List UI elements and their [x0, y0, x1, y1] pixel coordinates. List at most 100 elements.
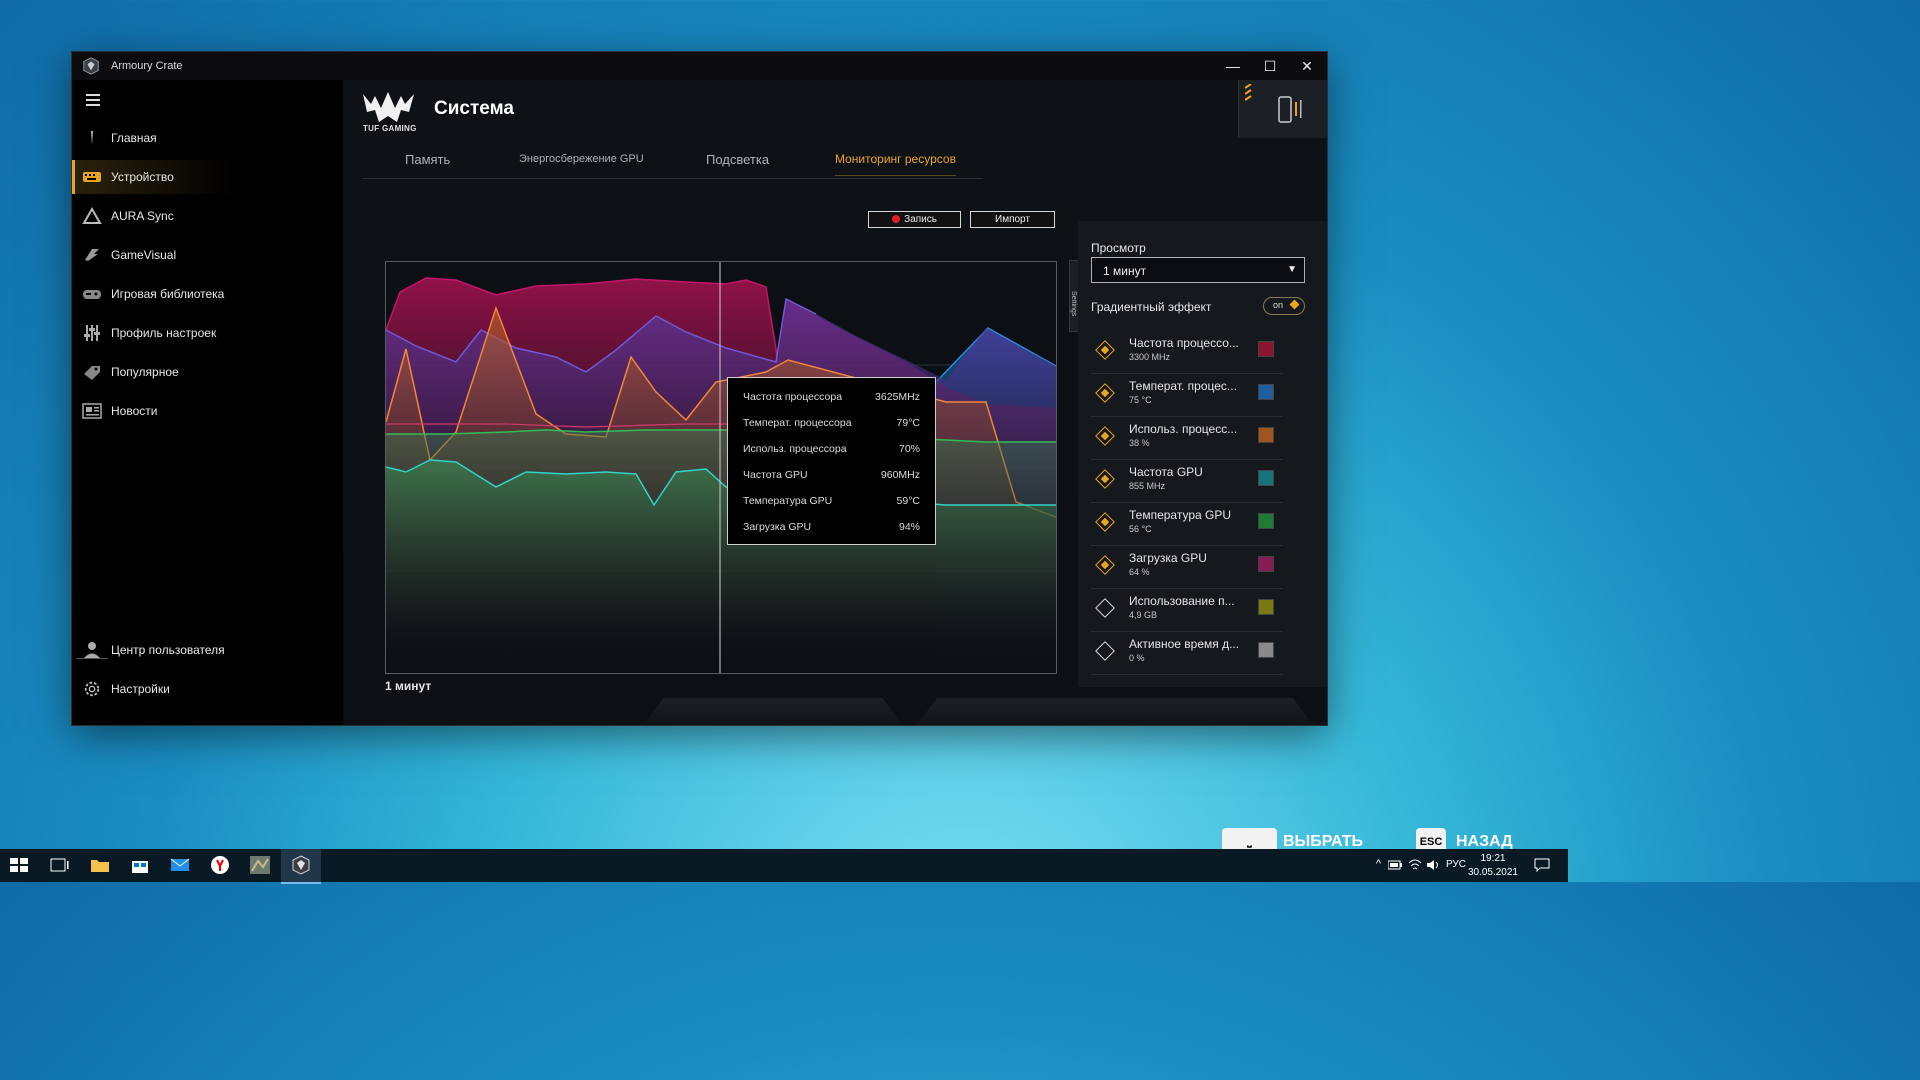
metric-checkbox-diamond-icon[interactable]	[1095, 340, 1115, 360]
sidebar-item-home[interactable]: Главная	[72, 121, 343, 155]
battery-icon[interactable]	[1388, 860, 1402, 870]
sidebar-item-label: Новости	[111, 404, 158, 418]
metric-color-swatch[interactable]	[1258, 341, 1274, 357]
device-thumbnail[interactable]	[1238, 80, 1327, 138]
user-icon	[84, 642, 100, 658]
metric-color-swatch[interactable]	[1258, 513, 1274, 529]
sliders-icon	[84, 325, 100, 341]
mail-icon[interactable]	[169, 855, 191, 875]
aura-icon	[82, 207, 102, 224]
metric-color-swatch[interactable]	[1258, 384, 1274, 400]
gamepad-icon	[83, 290, 101, 299]
metric-color-swatch[interactable]	[1258, 470, 1274, 486]
gradient-effect-toggle[interactable]: on	[1263, 297, 1305, 315]
clock-time: 19:21	[1480, 853, 1506, 864]
cpu-freq-line	[386, 277, 779, 363]
record-button[interactable]: Запись	[868, 211, 961, 228]
device-phone-icon	[1278, 96, 1302, 123]
tooltip-row: Температ. процессора 79°C	[743, 417, 920, 429]
settings-panel: Просмотр 1 минут ▼ Градиентный эффект on…	[1078, 221, 1327, 687]
sidebar-item-label: GameVisual	[111, 248, 177, 262]
sidebar-item-label: Профиль настроек	[111, 326, 217, 340]
windows-start-icon[interactable]	[8, 855, 30, 875]
window-title: Armoury Crate	[111, 60, 183, 72]
file-explorer-icon[interactable]	[89, 855, 111, 875]
resource-chart-plot	[386, 262, 1056, 673]
language-indicator[interactable]: РУС	[1445, 859, 1466, 870]
tab-memory[interactable]: Память	[405, 152, 451, 167]
tooltip-row: Температура GPU 59°C	[743, 495, 920, 507]
tab-gpu-power-saving[interactable]: Энергосбережение GPU	[519, 153, 644, 165]
metric-gpu-load[interactable]: Загрузка GPU 64 %	[1091, 545, 1283, 589]
tuf-gaming-logo-icon	[363, 92, 414, 122]
home-icon	[91, 131, 93, 145]
metric-cpu-temp[interactable]: Температ. процес... 75 °C	[1091, 373, 1283, 417]
yandex-browser-icon[interactable]	[209, 855, 231, 875]
metric-checkbox-diamond-icon[interactable]	[1095, 598, 1115, 618]
clock[interactable]: 19:21 30.05.2021	[1468, 852, 1518, 880]
sidebar-item-news[interactable]: Новости	[72, 394, 343, 428]
gpu-temp-line	[386, 429, 1056, 443]
sidebar-item-game-library[interactable]: Игровая библиотека	[72, 277, 343, 311]
metric-color-swatch[interactable]	[1258, 427, 1274, 443]
sidebar-item-user-center[interactable]: Центр пользователя	[72, 633, 343, 667]
wifi-icon[interactable]	[1408, 859, 1422, 871]
sidebar-item-settings[interactable]: Настройки	[72, 672, 343, 706]
tab-lighting[interactable]: Подсветка	[706, 152, 770, 167]
sidebar-item-profiles[interactable]: Профиль настроек	[72, 316, 343, 350]
task-view-icon[interactable]	[48, 855, 70, 875]
resource-chart[interactable]	[385, 261, 1057, 674]
hamburger-menu-icon[interactable]	[86, 94, 100, 109]
metric-checkbox-diamond-icon[interactable]	[1095, 426, 1115, 446]
metric-color-swatch[interactable]	[1258, 642, 1274, 658]
sidebar-item-device[interactable]: Устройство	[72, 160, 343, 194]
bottom-decoration	[643, 698, 1314, 725]
metric-gpu-freq[interactable]: Частота GPU 855 MHz	[1091, 459, 1283, 503]
tab-resource-monitoring[interactable]: Мониторинг ресурсов	[835, 152, 956, 176]
volume-icon[interactable]	[1426, 859, 1440, 871]
sidebar-item-aura-sync[interactable]: AURA Sync	[72, 199, 343, 233]
metric-cpu-freq[interactable]: Частота процессо... 3300 MHz	[1091, 330, 1283, 374]
sidebar-item-label: Центр пользователя	[111, 643, 225, 657]
metric-checkbox-diamond-icon[interactable]	[1095, 641, 1115, 661]
gear-icon	[84, 681, 100, 697]
view-select[interactable]: 1 минут ▼	[1091, 257, 1305, 283]
sidebar-item-gamevisual[interactable]: GameVisual	[72, 238, 343, 272]
sidebar-item-label: Устройство	[111, 170, 174, 184]
store-icon[interactable]	[129, 855, 151, 875]
taskbar: ^ РУС 19:21 30.05.2021	[0, 849, 1568, 884]
game-app-icon[interactable]	[249, 855, 271, 875]
minimize-button[interactable]: —	[1226, 58, 1240, 74]
gpu-load-line	[386, 423, 776, 428]
metric-color-swatch[interactable]	[1258, 599, 1274, 615]
import-button[interactable]: Импорт	[970, 211, 1055, 228]
sidebar-item-popular[interactable]: Популярное	[72, 355, 343, 389]
metric-memory-usage[interactable]: Использование п... 4,9 GB	[1091, 588, 1283, 632]
metric-checkbox-diamond-icon[interactable]	[1095, 555, 1115, 575]
armoury-crate-logo-icon	[83, 57, 99, 75]
tray-chevron-icon[interactable]: ^	[1375, 858, 1381, 870]
gradient-effect-label: Градиентный эффект	[1091, 300, 1212, 314]
metric-checkbox-diamond-icon[interactable]	[1095, 383, 1115, 403]
maximize-button[interactable]: ☐	[1263, 58, 1277, 74]
stripe-decor-icon	[1245, 84, 1252, 101]
sidebar: Главная Устройство AURA Sync GameVisual …	[72, 80, 343, 725]
tooltip-row: Загрузка GPU 94%	[743, 521, 920, 533]
taskbar-active-app[interactable]	[281, 849, 321, 884]
close-button[interactable]: ✕	[1301, 58, 1313, 74]
metric-checkbox-diamond-icon[interactable]	[1095, 469, 1115, 489]
chart-x-label: 1 минут	[385, 679, 432, 693]
metric-checkbox-diamond-icon[interactable]	[1095, 512, 1115, 532]
metric-cpu-usage[interactable]: Использ. процесс... 38 %	[1091, 416, 1283, 460]
chart-tooltip: Частота процессора 3625MHz Температ. проц…	[727, 377, 936, 545]
dropdown-arrow-icon: ▼	[1287, 264, 1297, 275]
brand-label: TUF GAMING	[363, 124, 417, 133]
metric-color-swatch[interactable]	[1258, 556, 1274, 572]
metric-disk-active-time[interactable]: Активное время д... 0 %	[1091, 631, 1283, 675]
metric-gpu-temp[interactable]: Температура GPU 56 °C	[1091, 502, 1283, 546]
sidebar-item-label: Настройки	[111, 682, 170, 696]
notifications-icon[interactable]	[1534, 858, 1550, 872]
armoury-crate-taskbar-icon	[292, 855, 310, 875]
tooltip-row: Частота процессора 3625MHz	[743, 391, 920, 403]
page-title: Система	[434, 98, 514, 119]
